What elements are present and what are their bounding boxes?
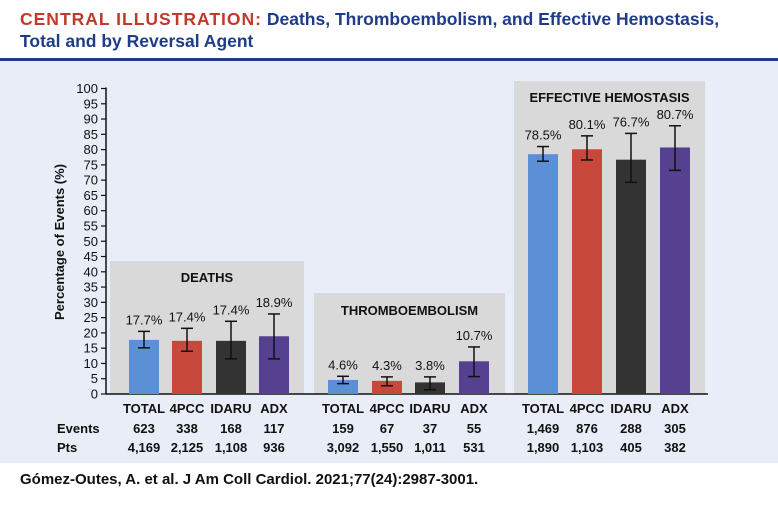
group-title: DEATHS <box>181 270 234 285</box>
y-tick-label: 70 <box>84 173 98 188</box>
category-label: TOTAL <box>322 401 364 416</box>
data-label: 3.8% <box>415 358 445 373</box>
y-tick-label: 60 <box>84 203 98 218</box>
pts-value: 1,103 <box>571 440 604 455</box>
category-label: ADX <box>661 401 689 416</box>
pts-value: 1,108 <box>215 440 248 455</box>
y-tick-label: 65 <box>84 188 98 203</box>
title-text: Deaths, Thromboembolism, and Effective H… <box>20 9 720 51</box>
pts-value: 1,011 <box>414 440 446 455</box>
bar-total <box>129 339 159 394</box>
events-value: 117 <box>264 421 285 436</box>
y-tick-label: 80 <box>84 142 98 157</box>
data-label: 17.4% <box>169 309 206 324</box>
pts-value: 382 <box>664 440 686 455</box>
pts-value: 1,890 <box>527 440 560 455</box>
events-value: 37 <box>423 421 437 436</box>
data-label: 10.7% <box>456 328 493 343</box>
group-title: THROMBOEMBOLISM <box>341 303 478 318</box>
category-label: IDARU <box>610 401 651 416</box>
category-label: TOTAL <box>522 401 564 416</box>
category-label: ADX <box>460 401 488 416</box>
y-tick-label: 10 <box>84 356 98 371</box>
data-label: 4.6% <box>328 357 358 372</box>
events-value: 159 <box>332 421 354 436</box>
data-label: 17.4% <box>213 302 250 317</box>
category-label: 4PCC <box>570 401 605 416</box>
bar-idaru <box>616 159 646 394</box>
events-value: 623 <box>133 421 155 436</box>
y-tick-label: 45 <box>84 249 98 264</box>
events-value: 1,469 <box>527 421 560 436</box>
events-value: 338 <box>176 421 198 436</box>
bar-total <box>528 154 558 394</box>
events-value: 168 <box>220 421 242 436</box>
data-label: 17.7% <box>126 312 163 327</box>
y-tick-label: 20 <box>84 325 98 340</box>
y-tick-label: 85 <box>84 127 98 142</box>
y-tick-label: 95 <box>84 96 98 111</box>
events-value: 305 <box>664 421 686 436</box>
y-axis-label: Percentage of Events (%) <box>52 164 67 320</box>
y-tick-label: 5 <box>91 371 98 386</box>
data-label: 78.5% <box>525 128 562 143</box>
category-label: TOTAL <box>123 401 165 416</box>
category-label: IDARU <box>210 401 251 416</box>
y-tick-label: 15 <box>84 341 98 356</box>
category-label: 4PCC <box>170 401 205 416</box>
pts-value: 2,125 <box>171 440 204 455</box>
pts-value: 531 <box>463 440 485 455</box>
pts-value: 4,169 <box>128 440 161 455</box>
y-tick-label: 100 <box>76 81 98 96</box>
y-tick-label: 30 <box>84 295 98 310</box>
data-label: 80.1% <box>569 117 606 132</box>
data-label: 18.9% <box>256 295 293 310</box>
events-value: 876 <box>576 421 598 436</box>
header: CENTRAL ILLUSTRATION: Deaths, Thromboemb… <box>0 0 778 57</box>
y-tick-label: 40 <box>84 264 98 279</box>
pts-value: 3,092 <box>327 440 360 455</box>
bar-chart: 0510152025303540455055606570758085909510… <box>52 81 708 455</box>
y-tick-label: 55 <box>84 218 98 233</box>
y-tick-label: 50 <box>84 234 98 249</box>
data-label: 80.7% <box>657 107 694 122</box>
data-label: 4.3% <box>372 358 402 373</box>
data-label: 76.7% <box>613 114 650 129</box>
pts-value: 1,550 <box>371 440 404 455</box>
y-tick-label: 25 <box>84 310 98 325</box>
y-tick-label: 75 <box>84 157 98 172</box>
events-value: 55 <box>467 421 481 436</box>
citation: Gómez-Outes, A. et al. J Am Coll Cardiol… <box>20 471 479 488</box>
events-value: 67 <box>380 421 394 436</box>
y-tick-label: 90 <box>84 112 98 127</box>
events-value: 288 <box>620 421 642 436</box>
bar-adx <box>660 147 690 394</box>
category-label: IDARU <box>409 401 450 416</box>
row-label-events: Events <box>57 421 100 436</box>
group-title: EFFECTIVE HEMOSTASIS <box>529 90 689 105</box>
pts-value: 936 <box>263 440 285 455</box>
bar-4pcc <box>572 149 602 394</box>
bar-4pcc <box>372 380 402 394</box>
title-lead: CENTRAL ILLUSTRATION: <box>20 9 262 29</box>
pts-value: 405 <box>620 440 642 455</box>
header-divider <box>0 58 778 61</box>
bar-total <box>328 379 358 394</box>
row-label-pts: Pts <box>57 440 77 455</box>
page-title: CENTRAL ILLUSTRATION: Deaths, Thromboemb… <box>20 8 760 52</box>
category-label: ADX <box>260 401 288 416</box>
y-tick-label: 35 <box>84 280 98 295</box>
category-label: 4PCC <box>370 401 405 416</box>
y-tick-label: 0 <box>91 387 98 402</box>
